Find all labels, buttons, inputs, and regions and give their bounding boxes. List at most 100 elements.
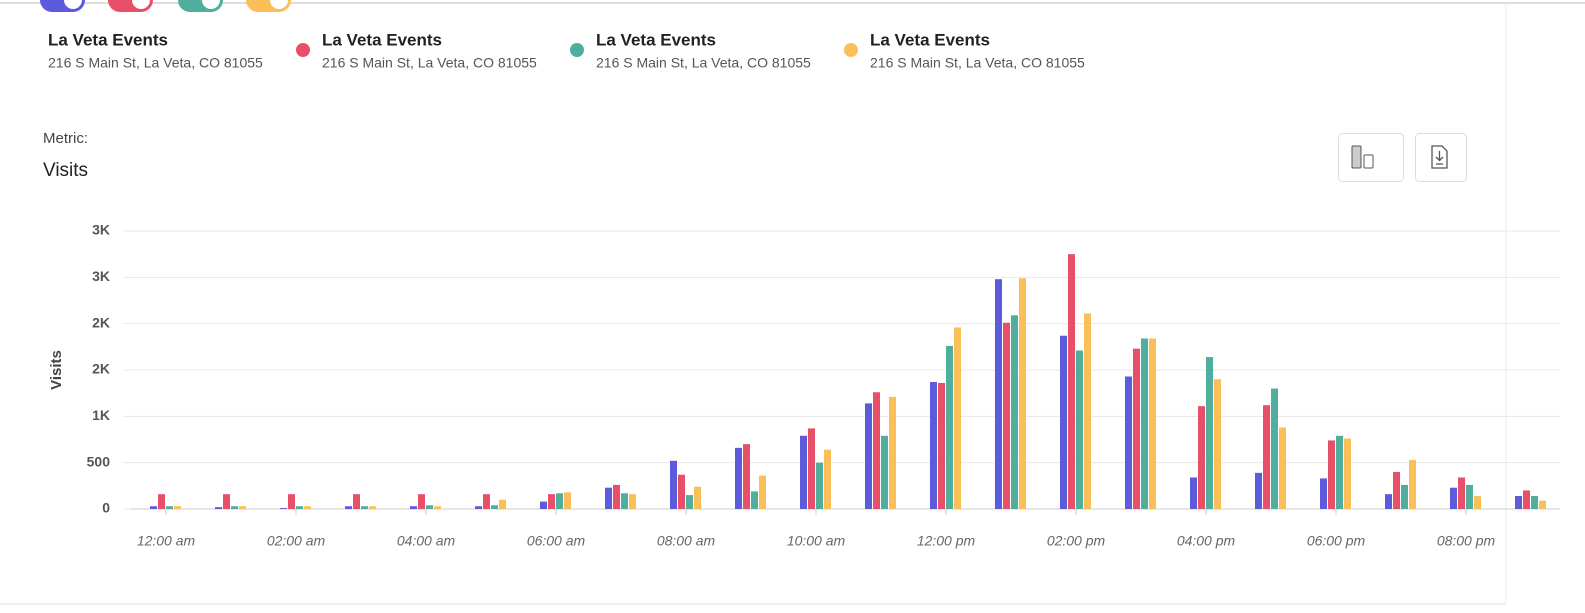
x-tick-label: 06:00 am: [527, 533, 586, 549]
legend-dot: [296, 43, 310, 57]
bar: [1206, 357, 1213, 509]
x-tick-label: 02:00 am: [267, 533, 326, 549]
bar: [483, 494, 490, 509]
bar: [1011, 315, 1018, 509]
x-tick-label: 10:00 am: [787, 533, 846, 549]
bar: [1474, 496, 1481, 509]
bar: [678, 474, 685, 509]
bar: [1068, 254, 1075, 509]
y-tick-label: 2K: [92, 361, 110, 377]
bar: [670, 460, 677, 509]
bar: [873, 392, 880, 509]
bar: [1458, 477, 1465, 509]
bar: [686, 495, 693, 509]
toggle-knob: [202, 0, 220, 9]
bar: [1515, 496, 1522, 509]
bar: [361, 506, 368, 509]
metric-label: Metric:: [43, 130, 88, 147]
x-tick-label: 04:00 am: [397, 533, 456, 549]
metric-value: Visits: [43, 160, 88, 181]
bar: [1214, 379, 1221, 509]
bar: [808, 428, 815, 509]
bar: [930, 382, 937, 509]
bar: [1076, 350, 1083, 509]
bar: [613, 484, 620, 509]
x-tick-label: 06:00 pm: [1307, 533, 1366, 549]
x-tick-label: 08:00 pm: [1437, 533, 1496, 549]
toggle-knob: [64, 0, 82, 9]
bar: [369, 506, 376, 509]
bar: [288, 494, 295, 509]
bar: [1060, 335, 1067, 509]
y-tick-label: 1K: [92, 407, 110, 423]
bar: [889, 396, 896, 509]
bar: [1003, 322, 1010, 509]
y-tick-label: 2K: [92, 314, 110, 330]
bar: [1271, 388, 1278, 509]
bar: [564, 492, 571, 509]
icon: [1351, 145, 1362, 169]
toggles: [40, 0, 291, 12]
bar: [491, 505, 498, 509]
bar: [621, 493, 628, 509]
legend-dot: [570, 43, 584, 57]
legend-address: 216 S Main St, La Veta, CO 81055: [322, 55, 537, 71]
toggle-knob: [132, 0, 150, 9]
bar: [954, 327, 961, 509]
bar: [1401, 484, 1408, 509]
bar: [166, 506, 173, 509]
bar: [150, 506, 157, 509]
icon: [1363, 154, 1374, 169]
bar: [410, 506, 417, 509]
bar: [1149, 338, 1156, 509]
y-tick-label: 3K: [92, 268, 110, 284]
download-button[interactable]: [1415, 133, 1467, 182]
bar: [304, 506, 311, 509]
bar: [296, 506, 303, 509]
button[interactable]: [1415, 133, 1467, 182]
bar: [946, 345, 953, 509]
bar: [548, 494, 555, 509]
bar: [816, 462, 823, 509]
y-tick-label: 3K: [92, 222, 110, 238]
y-axis-label: Visits: [48, 350, 65, 390]
bar: [223, 494, 230, 509]
bar: [1393, 471, 1400, 509]
bar: [1320, 478, 1327, 509]
bar: [1190, 477, 1197, 509]
bar: [1141, 338, 1148, 509]
legend-name: La Veta Events: [322, 30, 442, 49]
bar: [735, 447, 742, 509]
bar: [434, 506, 441, 509]
icon: [1431, 145, 1448, 169]
bar: [1084, 313, 1091, 509]
bar: [280, 508, 287, 509]
bar: [1328, 440, 1335, 509]
bar: [759, 475, 766, 509]
bar: [426, 505, 433, 509]
bar: [1255, 472, 1262, 509]
bar: [1344, 438, 1351, 509]
y-tick-label: 500: [87, 453, 111, 469]
toggle-knob: [270, 0, 288, 9]
bar: [158, 494, 165, 509]
bar: [1466, 484, 1473, 509]
chart-toggle-button[interactable]: [1338, 133, 1404, 182]
bar: [556, 493, 563, 509]
bar: [215, 507, 222, 509]
x-tick-label: 04:00 pm: [1177, 533, 1236, 549]
bar: [231, 506, 238, 509]
legend-address: 216 S Main St, La Veta, CO 81055: [596, 55, 811, 71]
bar: [629, 494, 636, 509]
bar: [1198, 406, 1205, 509]
bar: [743, 444, 750, 509]
bar: [353, 494, 360, 509]
bar: [1409, 459, 1416, 509]
bar: [995, 279, 1002, 509]
bar: [1336, 435, 1343, 509]
bar: [1450, 487, 1457, 509]
bar: [938, 382, 945, 509]
x-tick-label: 02:00 pm: [1047, 533, 1106, 549]
bar: [475, 506, 482, 509]
